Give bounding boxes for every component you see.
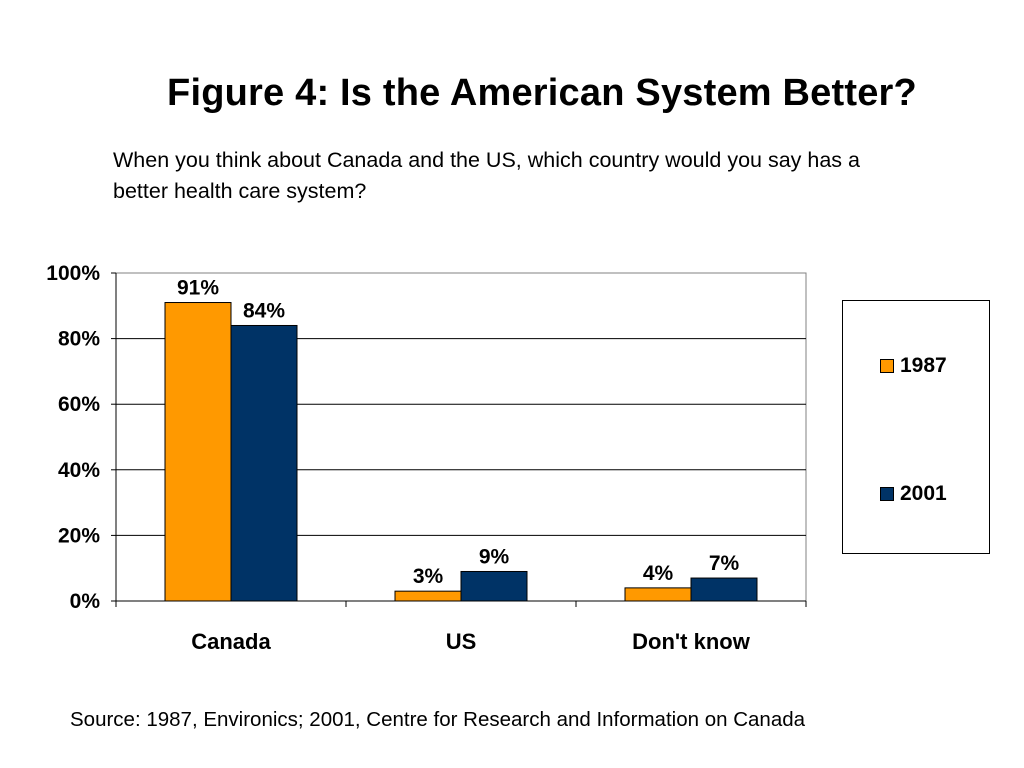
data-label: 4% [643,562,674,585]
legend-swatch-2001 [880,487,894,501]
source-note: Source: 1987, Environics; 2001, Centre f… [70,708,806,731]
x-category-label: Canada [191,629,271,654]
bar-1987 [164,302,232,602]
chart-subtitle: When you think about Canada and the US, … [113,148,860,203]
chart-legend: 1987 2001 [842,300,990,554]
legend-swatch-1987 [880,359,894,373]
x-category-label: US [446,629,477,654]
data-label: 91% [177,277,219,300]
bar-1987 [624,587,692,602]
bar-2001 [230,324,298,602]
data-label: 84% [243,299,285,322]
data-label: 3% [413,565,444,588]
y-tick-label: 100% [46,262,100,285]
bar-2001 [690,577,758,602]
data-label: 9% [479,545,510,568]
y-tick-label: 20% [58,524,100,547]
bar-2001 [460,570,528,602]
bar-1987 [394,590,462,602]
legend-item-2001: 2001 [880,482,947,506]
chart-title: Figure 4: Is the American System Better? [167,72,917,114]
legend-label-1987: 1987 [900,354,947,377]
x-category-label: Don't know [632,629,751,654]
y-tick-label: 40% [58,459,100,482]
y-tick-label: 60% [58,393,100,416]
legend-label-2001: 2001 [900,482,947,505]
y-tick-label: 0% [70,590,101,613]
legend-item-1987: 1987 [880,354,947,378]
y-tick-label: 80% [58,328,100,351]
data-label: 7% [709,552,740,575]
